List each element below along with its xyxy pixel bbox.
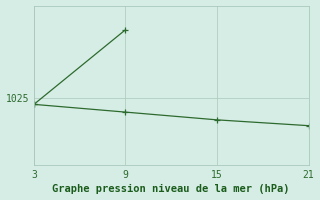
X-axis label: Graphe pression niveau de la mer (hPa): Graphe pression niveau de la mer (hPa) bbox=[52, 184, 290, 194]
